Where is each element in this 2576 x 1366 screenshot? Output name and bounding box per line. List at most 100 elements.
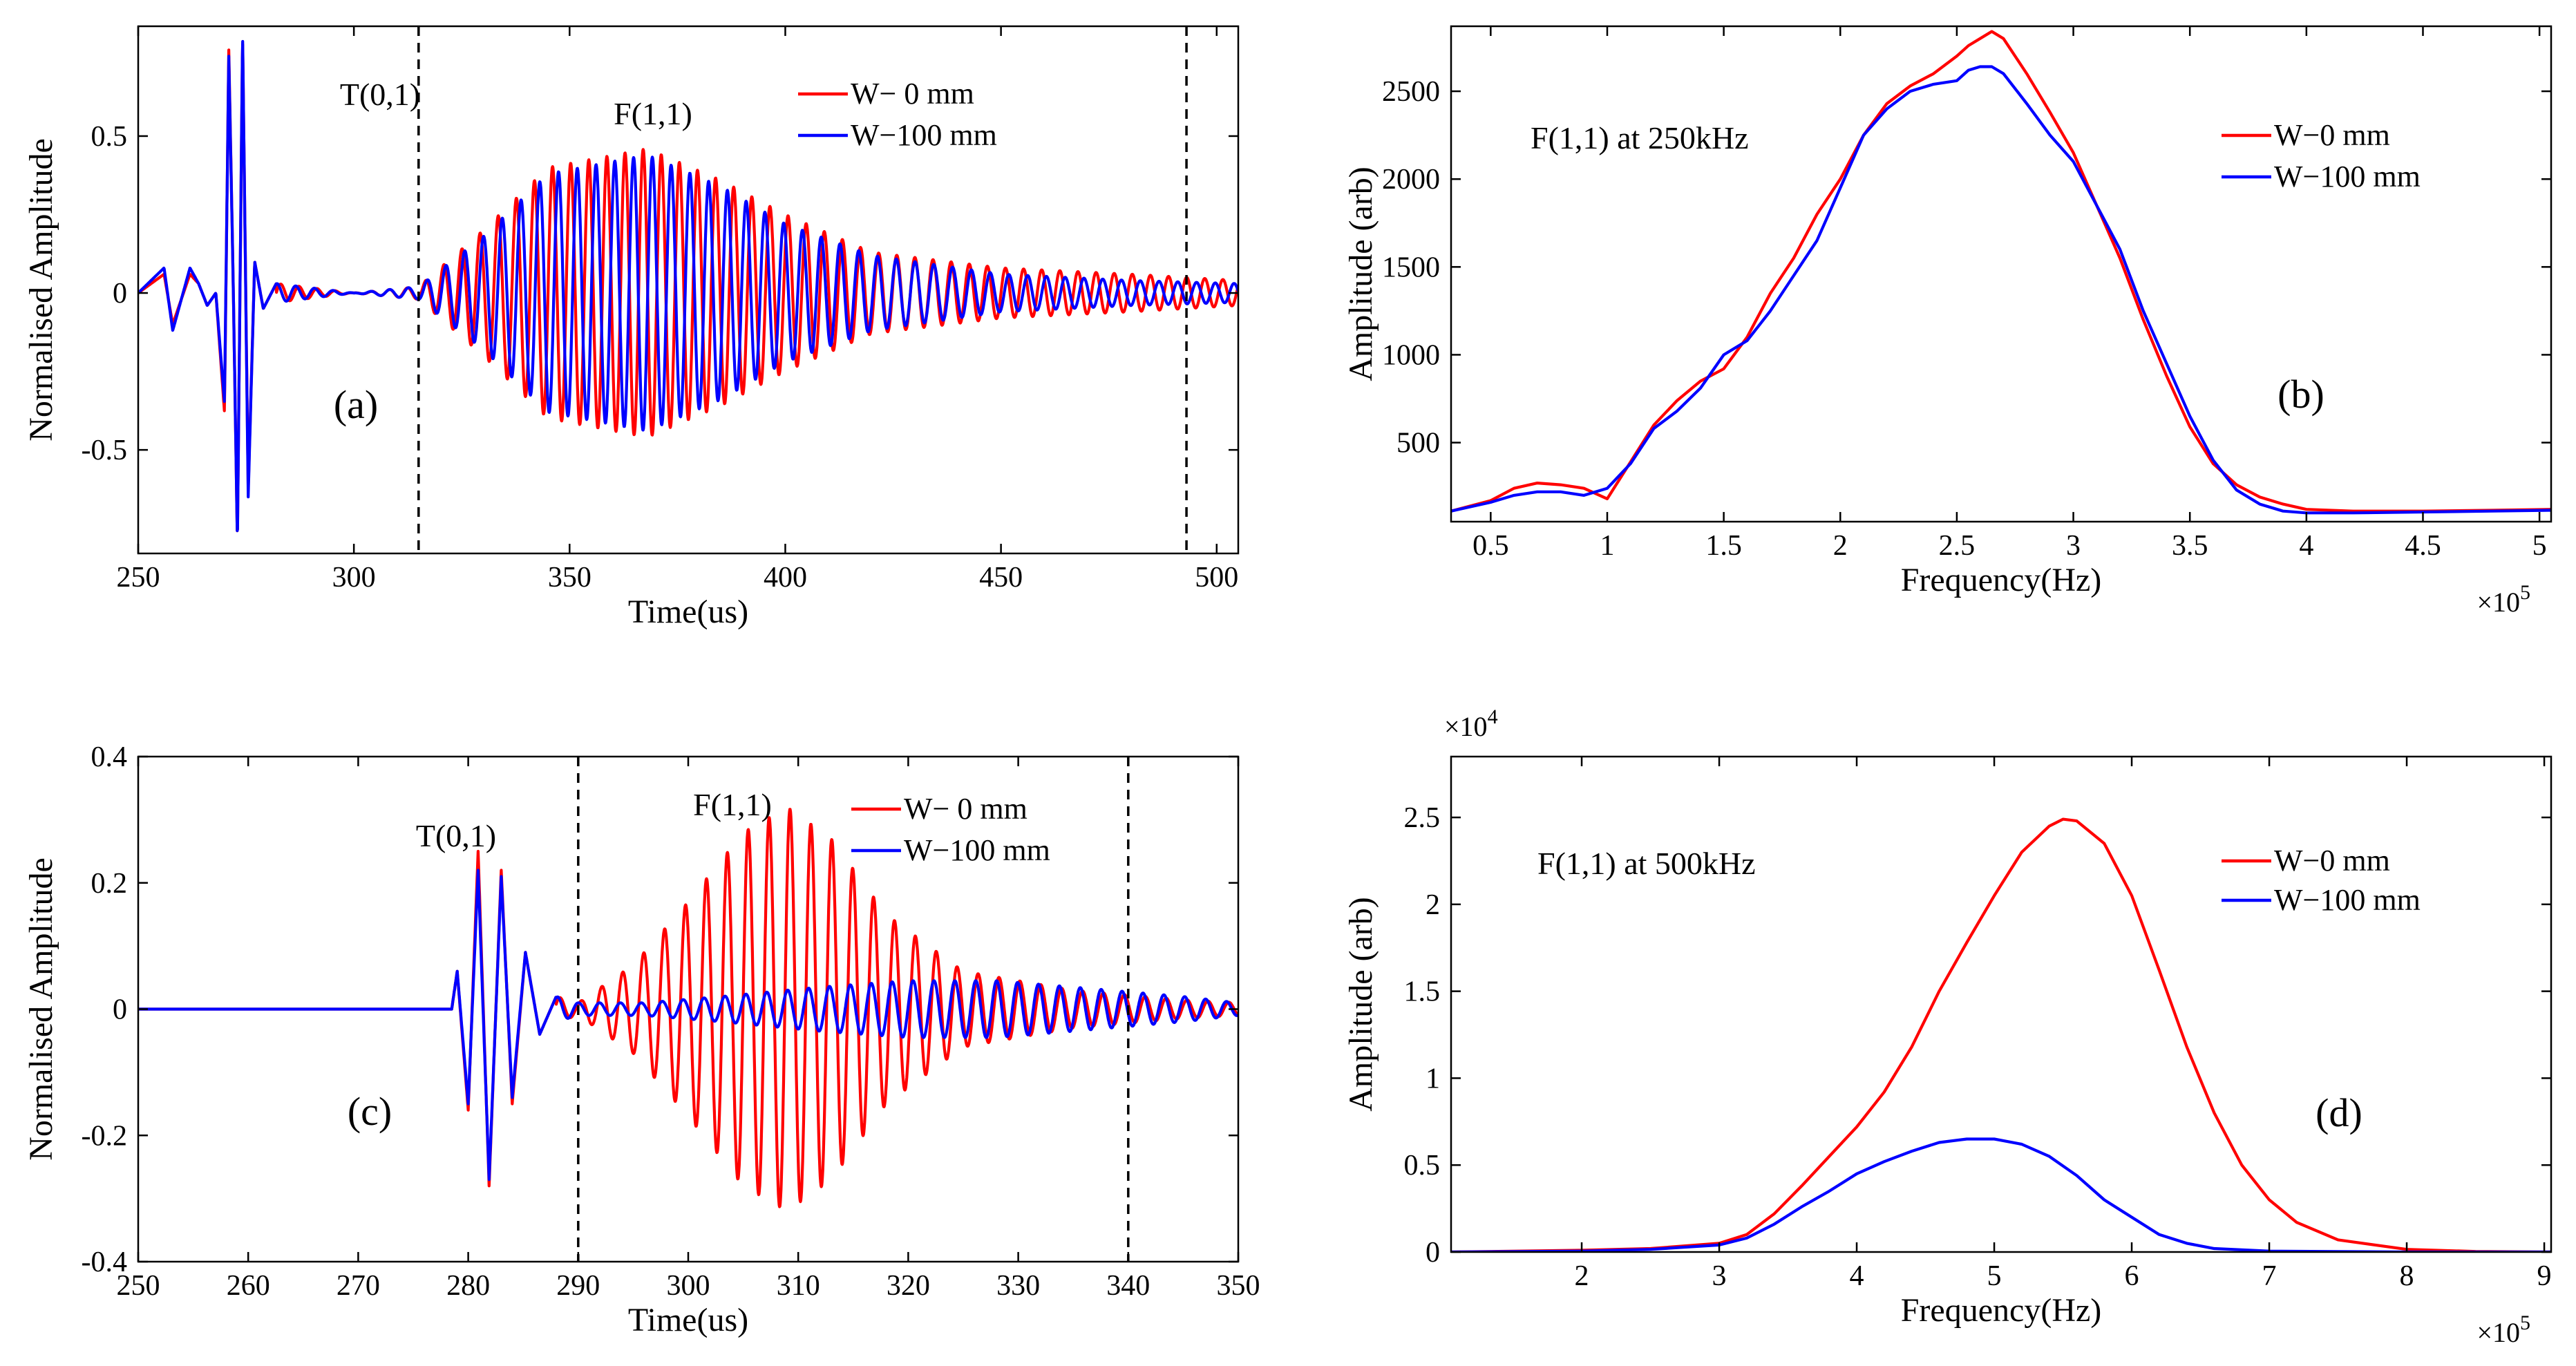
x-axis-label: Time(us) — [628, 594, 748, 630]
x-multiplier-base: ×10 — [2476, 587, 2520, 618]
y-tick-label: 0.2 — [91, 868, 128, 900]
y-tick-label: 500 — [1396, 428, 1440, 459]
x-multiplier-exponent: 5 — [2520, 581, 2530, 604]
wave-mode-annotation: F(1,1) at 250kHz — [1531, 120, 1749, 155]
x-axis-label: Frequency(Hz) — [1901, 1292, 2102, 1329]
series-line-w0 — [138, 43, 1238, 533]
x-tick-label: 330 — [996, 1270, 1040, 1302]
chart-panel-d: 2 3 4 5 6 7 8 9 0 0.5 1 1.5 2 2.5 Frequency(Hz) Amplitu… — [1343, 705, 2553, 1348]
series-line-w100 — [138, 39, 1238, 533]
x-tick-label: 350 — [1217, 1270, 1260, 1302]
x-tick-label: 290 — [556, 1270, 600, 1302]
x-axis-label: Frequency(Hz) — [1901, 562, 2102, 598]
y-tick-label: 2000 — [1382, 164, 1440, 196]
y-tick-label: 0.5 — [91, 121, 128, 153]
y-tick-label: 0 — [113, 994, 127, 1026]
x-tick-label: 310 — [777, 1270, 820, 1302]
x-tick-label: 400 — [764, 562, 807, 594]
x-tick-label: 7 — [2262, 1260, 2277, 1292]
legend-label-w0: W− 0 mm — [904, 792, 1027, 826]
legend-label-w100: W−100 mm — [2274, 883, 2421, 917]
y-tick-label: 1500 — [1382, 252, 1440, 283]
series-group — [1451, 817, 2551, 1252]
y-tick-label: 1.5 — [1404, 976, 1441, 1008]
panel-label: (d) — [2315, 1090, 2362, 1135]
x-tick-label: 3.5 — [2172, 530, 2208, 562]
x-tick-label: 450 — [979, 562, 1023, 594]
x-tick-label: 6 — [2125, 1260, 2139, 1292]
x-tick-label: 0.5 — [1472, 530, 1509, 562]
wave-mode-annotation: T(0,1) — [416, 818, 496, 853]
y-axis-label: Amplitude (arb) — [1343, 167, 1379, 381]
series-line-w100 — [1451, 1137, 2551, 1252]
y-axis-label: Normalised Amplitude — [23, 857, 59, 1161]
x-tick-label: 3 — [2066, 530, 2081, 562]
series-line-w0 — [1451, 30, 2551, 513]
wave-mode-annotation: F(1,1) — [614, 96, 692, 131]
y-tick-label: 0.4 — [91, 741, 128, 773]
legend-label-w0: W−0 mm — [2274, 844, 2390, 878]
x-tick-label: 2 — [1833, 530, 1848, 562]
x-tick-label: 320 — [887, 1270, 930, 1302]
legend-label-w0: W− 0 mm — [851, 77, 974, 111]
y-tick-label: 0 — [1426, 1237, 1440, 1269]
x-axis-label: Time(us) — [628, 1302, 748, 1338]
x-tick-label: 9 — [2537, 1260, 2552, 1292]
panel-label: (c) — [348, 1089, 392, 1134]
panel-label: (a) — [334, 382, 378, 427]
x-tick-label: 270 — [337, 1270, 380, 1302]
x-tick-label: 4 — [1850, 1260, 1864, 1292]
y-axis-label: Normalised Amplitude — [23, 138, 59, 442]
x-tick-label: 5 — [2532, 530, 2547, 562]
y-tick-label: 2500 — [1382, 76, 1440, 108]
x-tick-label: 2 — [1575, 1260, 1589, 1292]
y-axis-label: Amplitude (arb) — [1343, 897, 1379, 1112]
y-tick-label: -0.5 — [82, 435, 128, 466]
x-tick-label: 250 — [117, 562, 160, 594]
x-tick-label: 300 — [667, 1270, 710, 1302]
series-group — [138, 39, 1238, 533]
x-multiplier-label: ×105 — [2476, 1311, 2530, 1348]
x-tick-label: 1.5 — [1705, 530, 1742, 562]
x-tick-label: 300 — [332, 562, 376, 594]
x-tick-label: 280 — [446, 1270, 490, 1302]
y-tick-label: 2 — [1426, 889, 1440, 921]
wave-mode-annotation: T(0,1) — [340, 77, 420, 112]
x-tick-label: 350 — [548, 562, 591, 594]
x-tick-label: 3 — [1712, 1260, 1727, 1292]
legend-label-w100: W−100 mm — [2274, 160, 2421, 193]
series-line-w100 — [138, 869, 1238, 1182]
series-line-w0 — [1451, 817, 2551, 1252]
legend-label-w100: W−100 mm — [851, 118, 997, 152]
y-multiplier-exponent: 4 — [1488, 705, 1498, 728]
x-multiplier-label: ×105 — [2476, 581, 2530, 618]
x-tick-label: 2.5 — [1939, 530, 1976, 562]
x-multiplier-base: ×10 — [2476, 1317, 2520, 1348]
x-multiplier-exponent: 5 — [2520, 1311, 2530, 1334]
chart-panel-b: 0.5 1 1.5 2 2.5 3 3.5 4 4.5 5 500 1000 1500 2000 2500 F… — [1343, 25, 2553, 618]
y-tick-label: 2.5 — [1404, 802, 1441, 834]
wave-mode-annotation: F(1,1) — [693, 787, 772, 822]
series-group — [138, 808, 1238, 1208]
y-multiplier-label: ×104 — [1444, 705, 1498, 742]
x-tick-label: 5 — [1987, 1260, 2002, 1292]
axes-frame — [137, 25, 1240, 555]
x-tick-label: 4 — [2299, 530, 2313, 562]
y-tick-label: -0.2 — [82, 1120, 128, 1152]
x-tick-label: 1 — [1600, 530, 1614, 562]
x-tick-label: 4.5 — [2405, 530, 2441, 562]
axes-frame — [1450, 755, 2553, 1253]
y-tick-label: 0 — [113, 278, 127, 310]
panel-label: (b) — [2277, 372, 2324, 417]
series-group — [1451, 30, 2551, 515]
y-tick-label: 1000 — [1382, 339, 1440, 371]
chart-panel-a: 250 300 350 400 450 500 -0.5 0 0.5 Time(us) Normal… — [23, 25, 1240, 630]
x-tick-label: 500 — [1195, 562, 1238, 594]
legend-label-w0: W−0 mm — [2274, 118, 2390, 152]
wave-mode-annotation: F(1,1) at 500kHz — [1537, 846, 1756, 881]
x-tick-label: 8 — [2400, 1260, 2414, 1292]
x-tick-label: 340 — [1106, 1270, 1150, 1302]
y-tick-label: 0.5 — [1404, 1150, 1441, 1182]
y-tick-label: -0.4 — [82, 1246, 128, 1278]
